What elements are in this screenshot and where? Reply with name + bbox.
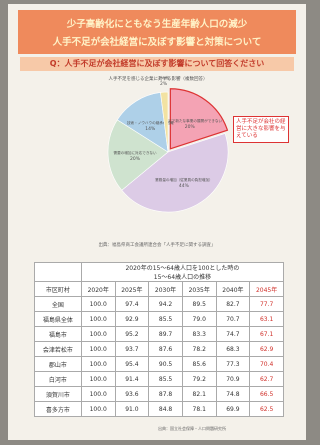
cell: 85.5 [149, 372, 183, 387]
row-label: 福島市 [35, 327, 82, 342]
cell: 90.5 [149, 357, 183, 372]
cell: 74.7 [216, 327, 250, 342]
cell: 70.7 [216, 312, 250, 327]
cell: 100.0 [81, 357, 115, 372]
slice-value: 20% [130, 156, 141, 162]
cell: 68.3 [216, 342, 250, 357]
cell: 62.7 [250, 372, 284, 387]
cell: 97.4 [115, 297, 149, 312]
cell: 100.0 [81, 402, 115, 417]
slice-value: 20% [185, 124, 196, 130]
column-header: 2045年 [250, 282, 284, 297]
cell: 100.0 [81, 312, 115, 327]
cell: 95.4 [115, 357, 149, 372]
row-label: 喜多方市 [35, 402, 82, 417]
cell: 84.8 [149, 402, 183, 417]
cell: 92.9 [115, 312, 149, 327]
cell: 69.9 [216, 402, 250, 417]
cell: 79.0 [182, 312, 216, 327]
cell: 89.7 [149, 327, 183, 342]
cell: 93.7 [115, 342, 149, 357]
cell: 70.4 [250, 357, 284, 372]
cell: 67.1 [250, 327, 284, 342]
row-label: 全国 [35, 297, 82, 312]
cell: 87.8 [149, 387, 183, 402]
cell: 95.2 [115, 327, 149, 342]
cell: 62.5 [250, 402, 284, 417]
cell: 100.0 [81, 372, 115, 387]
row-label: 郡山市 [35, 357, 82, 372]
cell: 87.6 [149, 342, 183, 357]
cell: 94.2 [149, 297, 183, 312]
slice-value: 14% [145, 126, 156, 132]
cell: 93.6 [115, 387, 149, 402]
cell: 85.5 [149, 312, 183, 327]
cell: 79.2 [182, 372, 216, 387]
callout: 人手不足が会社の経営に大きな影響を与えている [233, 116, 289, 143]
cell: 77.7 [250, 297, 284, 312]
column-header: 2020年 [81, 282, 115, 297]
poster: 少子高齢化にともなう生産年齢人口の減少 人手不足が会社経営に及ぼす影響と対策につ… [8, 4, 306, 440]
cell: 78.1 [182, 402, 216, 417]
row-label: 福島県全体 [35, 312, 82, 327]
cell: 62.9 [250, 342, 284, 357]
slice-value: 44% [179, 183, 190, 189]
page: 少子高齢化にともなう生産年齢人口の減少 人手不足が会社経営に及ぼす影響と対策につ… [0, 0, 315, 445]
caption-line: 2020年の15～64歳人口を100とした時の [82, 263, 283, 272]
column-header: 2025年 [115, 282, 149, 297]
chart-source: 出典：福島県商工会議所連合会「人手不足に関する調査」 [28, 242, 286, 248]
cell: 89.5 [182, 297, 216, 312]
cell: 77.3 [216, 357, 250, 372]
row-label: 須賀川市 [35, 387, 82, 402]
slice-label: その他 [158, 75, 169, 80]
footer: 出典：国立社会保障・人口問題研究所 [158, 426, 226, 432]
cell: 63.1 [250, 312, 284, 327]
slice-value: 2% [160, 81, 168, 87]
cell: 70.9 [216, 372, 250, 387]
cell: 91.4 [115, 372, 149, 387]
column-header: 市区町村 [35, 282, 82, 297]
column-header: 2030年 [149, 282, 183, 297]
cell: 74.8 [216, 387, 250, 402]
row-label: 会津若松市 [35, 342, 82, 357]
cell: 100.0 [81, 387, 115, 402]
cell: 82.1 [182, 387, 216, 402]
cell: 66.5 [250, 387, 284, 402]
slice-label: 需要の増加に対応できない [114, 150, 158, 155]
cell: 82.7 [216, 297, 250, 312]
caption-line: 15～64歳人口の推移 [82, 272, 283, 281]
column-header: 2040年 [216, 282, 250, 297]
cell: 91.0 [115, 402, 149, 417]
cell: 100.0 [81, 342, 115, 357]
cell: 78.2 [182, 342, 216, 357]
cell: 85.6 [182, 357, 216, 372]
cell: 83.3 [182, 327, 216, 342]
slice-label: 業務量の増加（従業員の負担増加） [155, 177, 213, 182]
table-blank [35, 263, 82, 282]
cell: 100.0 [81, 297, 115, 312]
column-header: 2035年 [182, 282, 216, 297]
cell: 100.0 [81, 327, 115, 342]
row-label: 白河市 [35, 372, 82, 387]
